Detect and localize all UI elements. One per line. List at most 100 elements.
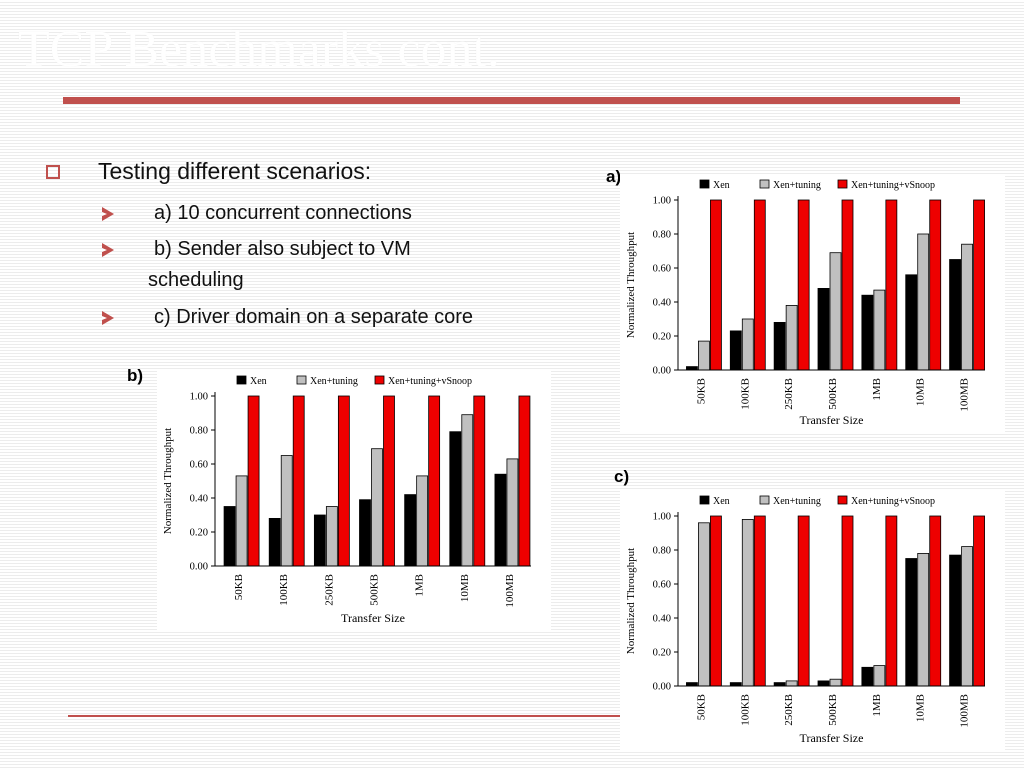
x-tick-label: 100KB bbox=[739, 378, 751, 410]
bar-xen bbox=[729, 682, 742, 687]
bar-xen-tuning bbox=[741, 318, 754, 371]
y-tick-label: 0.80 bbox=[653, 230, 671, 241]
legend-label: Xen bbox=[250, 376, 267, 387]
x-tick-label: 100KB bbox=[278, 574, 290, 606]
bar-xen-tuning-vsnoop bbox=[885, 199, 898, 371]
bar-xen-tuning-vsnoop bbox=[518, 395, 531, 567]
y-tick-label: 1.00 bbox=[653, 196, 671, 207]
y-tick-label: 0.20 bbox=[190, 528, 208, 539]
checkbox-bullet-icon bbox=[46, 165, 60, 179]
bar-xen bbox=[905, 558, 918, 687]
panel-label-b: b) bbox=[127, 366, 144, 385]
x-tick-label: 250KB bbox=[783, 378, 795, 410]
bar-xen bbox=[861, 666, 874, 687]
chart-c-svg: Xen Xen+tuning Xen+tuning+vSnoop 0.00 0.20 0.… bbox=[625, 495, 985, 745]
bar-xen-tuning bbox=[829, 252, 842, 371]
x-tick-label: 100MB bbox=[959, 378, 971, 412]
bullet-a: a) 10 concurrent connections bbox=[154, 202, 412, 224]
title-divider bbox=[63, 97, 960, 104]
arrow-bullet-icon bbox=[102, 207, 114, 221]
legend-swatch bbox=[296, 375, 307, 385]
x-tick-label: 10MB bbox=[915, 378, 927, 406]
bar-xen-tuning bbox=[698, 340, 710, 371]
legend-swatch bbox=[759, 495, 770, 505]
bar-xen-tuning bbox=[235, 475, 248, 567]
bar-xen bbox=[686, 366, 698, 371]
legend-swatch bbox=[699, 495, 710, 505]
bar-xen-tuning-vsnoop bbox=[973, 515, 985, 687]
x-axis-label: Transfer Size bbox=[800, 413, 864, 427]
x-tick-label: 50KB bbox=[695, 378, 707, 404]
bar-xen-tuning-vsnoop bbox=[292, 395, 305, 567]
x-tick-label: 250KB bbox=[783, 694, 795, 726]
arrow-bullet-icon bbox=[102, 311, 114, 325]
bar-xen bbox=[949, 259, 961, 371]
x-axis-label: Transfer Size bbox=[341, 611, 405, 625]
bar-xen-tuning-vsnoop bbox=[383, 395, 395, 567]
bar-xen-tuning-vsnoop bbox=[473, 395, 486, 567]
bar-xen-tuning bbox=[506, 458, 519, 567]
y-tick-label: 1.00 bbox=[190, 392, 208, 403]
bar-xen-tuning-vsnoop bbox=[797, 515, 810, 687]
y-tick-label: 0.40 bbox=[653, 614, 671, 625]
legend-label: Xen+tuning bbox=[310, 376, 358, 387]
x-axis-label: Transfer Size bbox=[800, 731, 864, 745]
bar-xen-tuning bbox=[961, 546, 973, 687]
bar-xen-tuning-vsnoop bbox=[841, 199, 854, 371]
y-axis-label: Normalized Throughput bbox=[625, 548, 637, 654]
legend-label: Xen+tuning+vSnoop bbox=[851, 180, 935, 191]
bar-xen-tuning-vsnoop bbox=[929, 515, 942, 687]
bullet-main: Testing different scenarios: bbox=[98, 158, 372, 184]
bar-xen-tuning bbox=[829, 678, 842, 687]
x-tick-label: 500KB bbox=[827, 378, 839, 410]
bar-xen bbox=[404, 494, 417, 567]
x-tick-label: 1MB bbox=[414, 574, 426, 597]
arrow-bullet-icon bbox=[102, 243, 114, 257]
bar-xen bbox=[949, 554, 961, 687]
bar-xen-tuning-vsnoop bbox=[929, 199, 942, 371]
x-tick-label: 250KB bbox=[323, 574, 335, 606]
y-tick-label: 0.60 bbox=[653, 580, 671, 591]
bar-xen-tuning bbox=[280, 455, 293, 567]
y-tick-label: 0.00 bbox=[653, 682, 671, 693]
bar-xen bbox=[686, 682, 698, 687]
bar-xen-tuning bbox=[461, 414, 474, 567]
bar-xen-tuning-vsnoop bbox=[337, 395, 350, 567]
bar-xen-tuning bbox=[785, 680, 798, 687]
bar-xen bbox=[773, 682, 786, 687]
bar-xen-tuning-vsnoop bbox=[841, 515, 854, 687]
bar-xen-tuning-vsnoop bbox=[753, 515, 766, 687]
bar-xen-tuning bbox=[325, 506, 338, 567]
y-axis-label: Normalized Throughput bbox=[162, 428, 174, 534]
bar-xen bbox=[494, 473, 507, 567]
x-tick-label: 10MB bbox=[915, 694, 927, 722]
legend-label: Xen+tuning bbox=[773, 496, 821, 507]
bar-xen-tuning-vsnoop bbox=[885, 515, 898, 687]
bar-xen-tuning bbox=[698, 522, 710, 687]
footer-divider bbox=[68, 715, 620, 717]
y-tick-label: 0.00 bbox=[653, 366, 671, 377]
bar-xen bbox=[313, 514, 326, 567]
bar-xen-tuning bbox=[917, 233, 930, 371]
chart-c: Xen Xen+tuning Xen+tuning+vSnoop 0.00 0.20 0.… bbox=[620, 490, 1005, 752]
y-tick-label: 0.40 bbox=[190, 494, 208, 505]
bar-xen bbox=[223, 506, 236, 567]
bar-xen-tuning-vsnoop bbox=[797, 199, 810, 371]
x-tick-label: 100MB bbox=[959, 694, 971, 728]
bar-xen bbox=[729, 330, 742, 371]
chart-b-svg: Xen Xen+tuning Xen+tuning+vSnoop 0.00 0.20 0.… bbox=[162, 375, 531, 625]
chart-a: Xen Xen+tuning Xen+tuning+vSnoop 0.00 0.20 0.… bbox=[620, 174, 1005, 434]
bar-xen-tuning bbox=[416, 475, 429, 567]
bar-xen-tuning bbox=[371, 448, 383, 567]
bar-xen-tuning bbox=[785, 304, 798, 371]
bar-xen bbox=[359, 499, 371, 567]
y-tick-label: 0.80 bbox=[190, 426, 208, 437]
bullet-b: b) Sender also subject to VM scheduling bbox=[148, 238, 411, 291]
legend-swatch bbox=[837, 495, 848, 505]
legend-label: Xen+tuning bbox=[773, 180, 821, 191]
panel-label-c: c) bbox=[614, 467, 630, 486]
bar-xen-tuning-vsnoop bbox=[973, 199, 985, 371]
x-tick-label: 50KB bbox=[695, 694, 707, 720]
y-axis-label: Normalized Throughput bbox=[625, 232, 637, 338]
x-tick-label: 500KB bbox=[369, 574, 381, 606]
